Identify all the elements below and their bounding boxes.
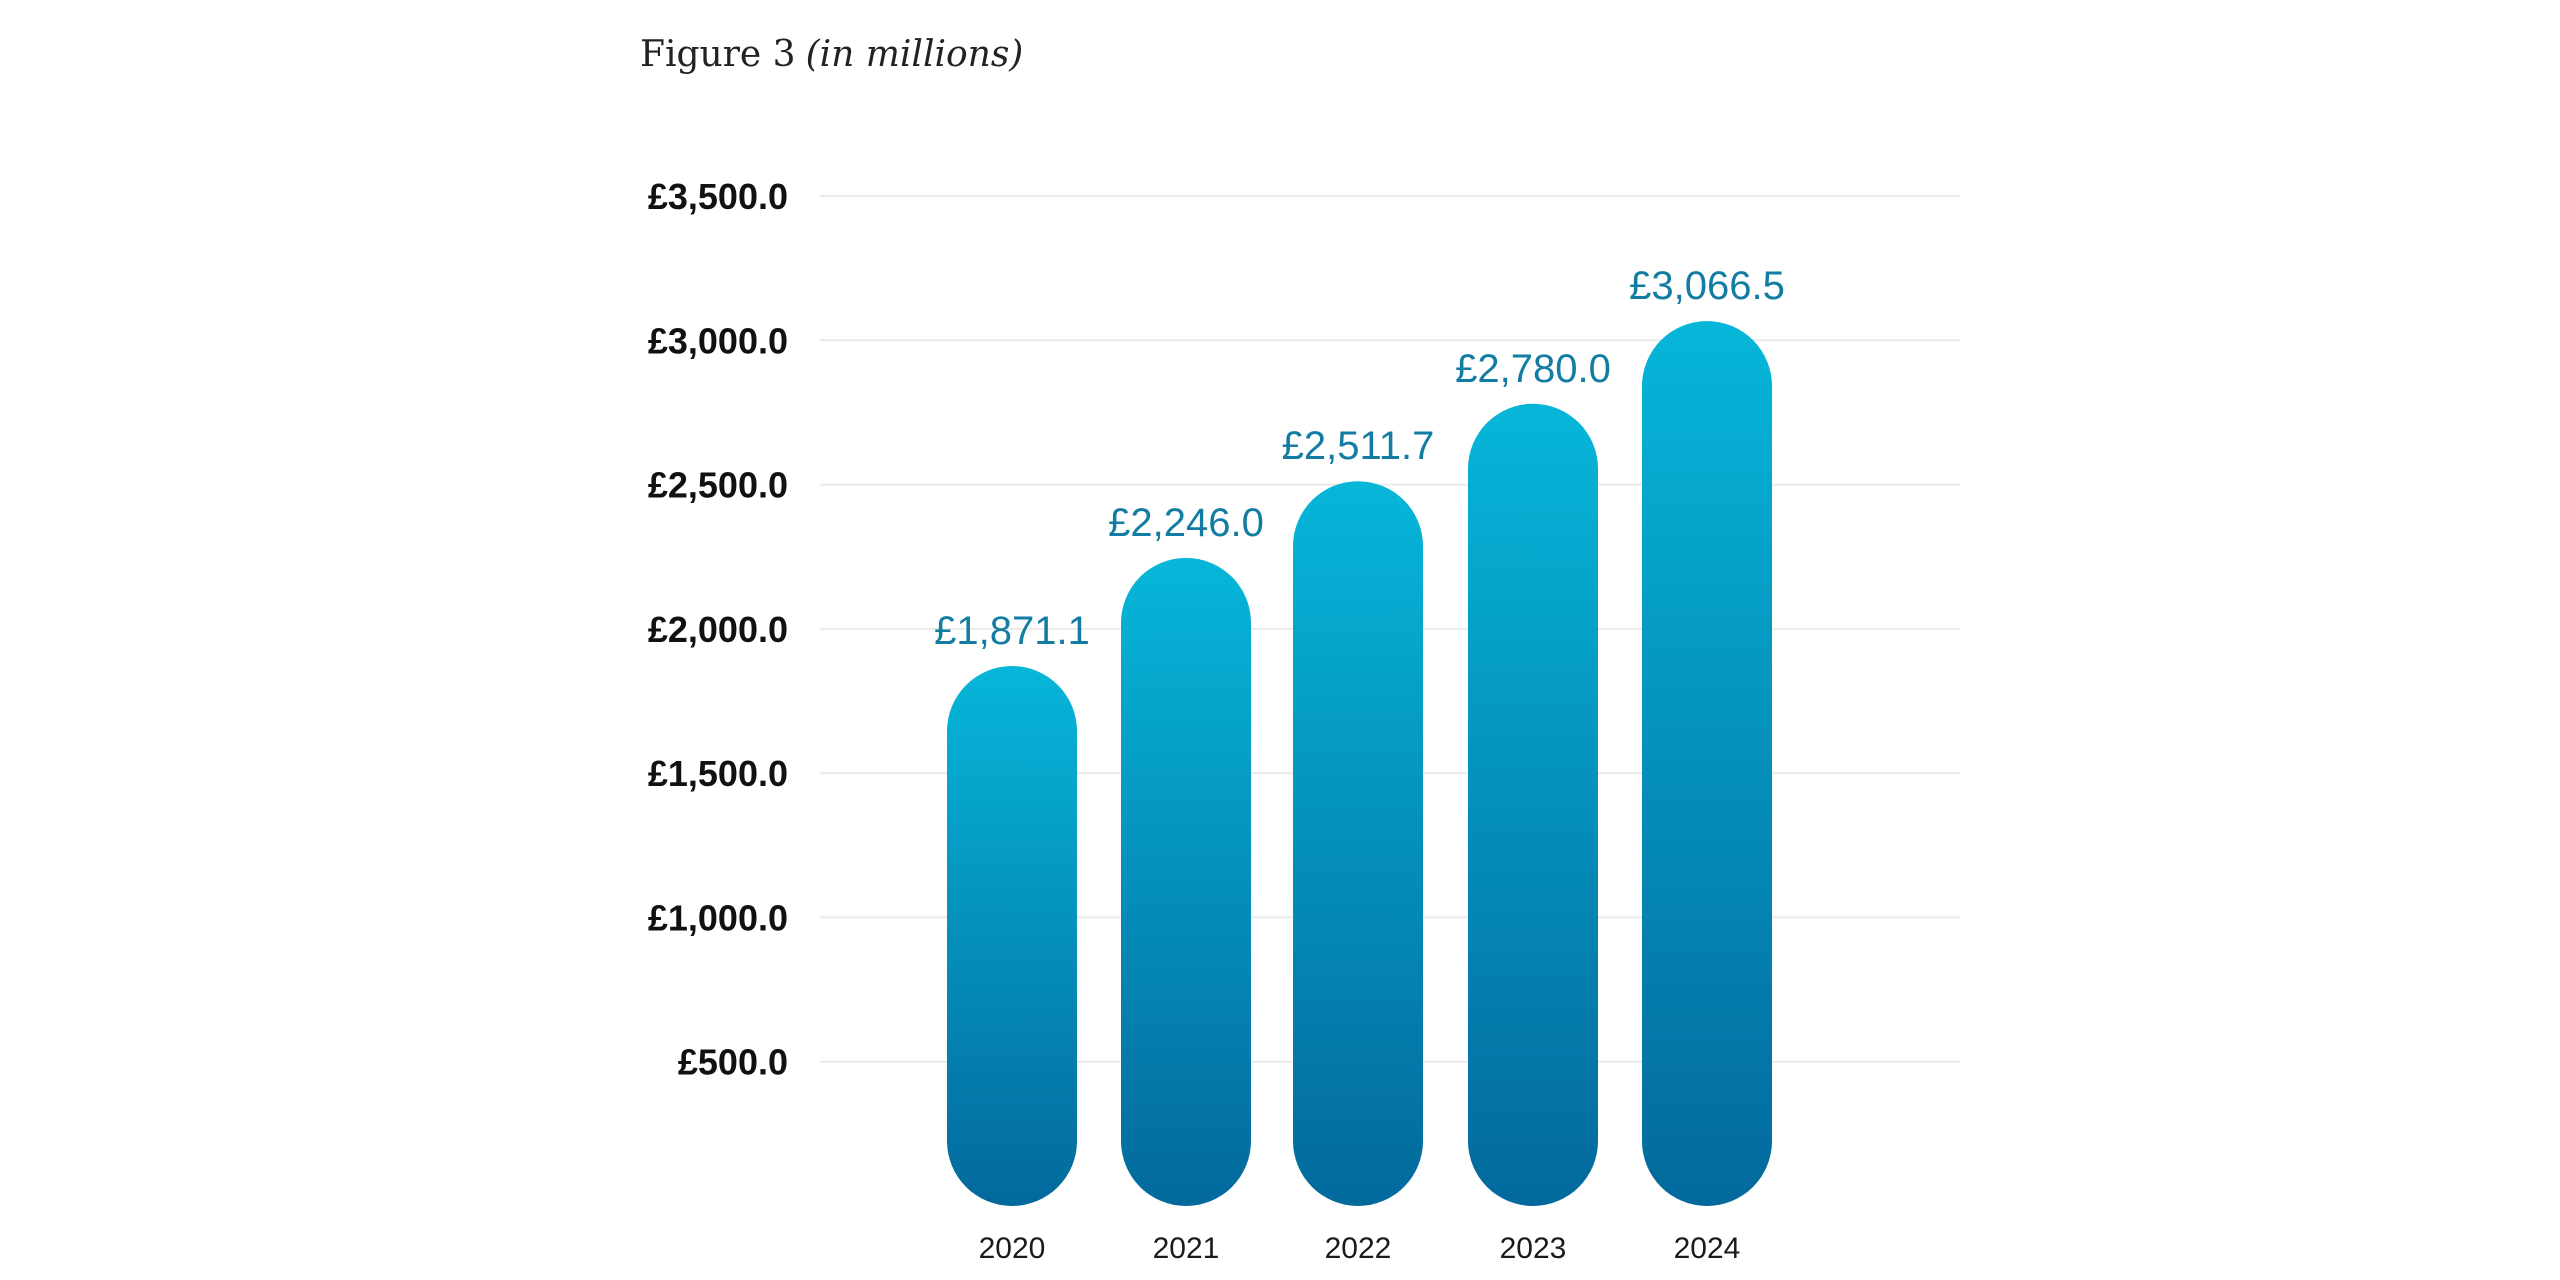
figure-subtitle: (in millions): [806, 34, 1024, 75]
y-tick-label: £2,500.0: [648, 465, 788, 506]
figure-title-label: Figure 3: [640, 34, 796, 75]
data-label: £3,066.5: [1629, 264, 1785, 308]
figure-title: Figure 3 (in millions): [640, 34, 1023, 75]
data-label: £2,780.0: [1455, 347, 1611, 391]
data-label: £1,871.1: [934, 609, 1090, 653]
y-tick-label: £3,000.0: [648, 320, 788, 361]
data-label: £2,246.0: [1108, 501, 1264, 545]
y-axis-tick-labels: £500.0 £1,000.0 £1,500.0 £2,000.0 £2,500.0 £3…: [648, 176, 788, 1083]
y-tick-label: £1,500.0: [648, 753, 788, 794]
y-tick-label: £1,000.0: [648, 897, 788, 938]
x-axis-tick-labels: 2020 2021 2022 2023 2024: [979, 1232, 1741, 1265]
x-tick-label: 2020: [979, 1232, 1046, 1265]
bar-2024: [1642, 321, 1772, 1206]
x-tick-label: 2021: [1153, 1232, 1220, 1265]
data-label: £2,511.7: [1282, 424, 1435, 468]
data-labels: £1,871.1 £2,246.0 £2,511.7 £2,780.0 £3,066.5: [934, 264, 1785, 653]
bar-2021: [1121, 557, 1251, 1206]
x-tick-label: 2023: [1500, 1232, 1567, 1265]
y-tick-label: £2,000.0: [648, 609, 788, 650]
x-tick-label: 2022: [1325, 1232, 1392, 1265]
bar-2022: [1293, 481, 1423, 1206]
y-tick-label: £500.0: [678, 1042, 788, 1083]
y-tick-label: £3,500.0: [648, 176, 788, 217]
bar-2023: [1468, 403, 1598, 1206]
bar-2020: [947, 666, 1077, 1206]
bars: [947, 321, 1772, 1206]
x-tick-label: 2024: [1674, 1232, 1741, 1265]
